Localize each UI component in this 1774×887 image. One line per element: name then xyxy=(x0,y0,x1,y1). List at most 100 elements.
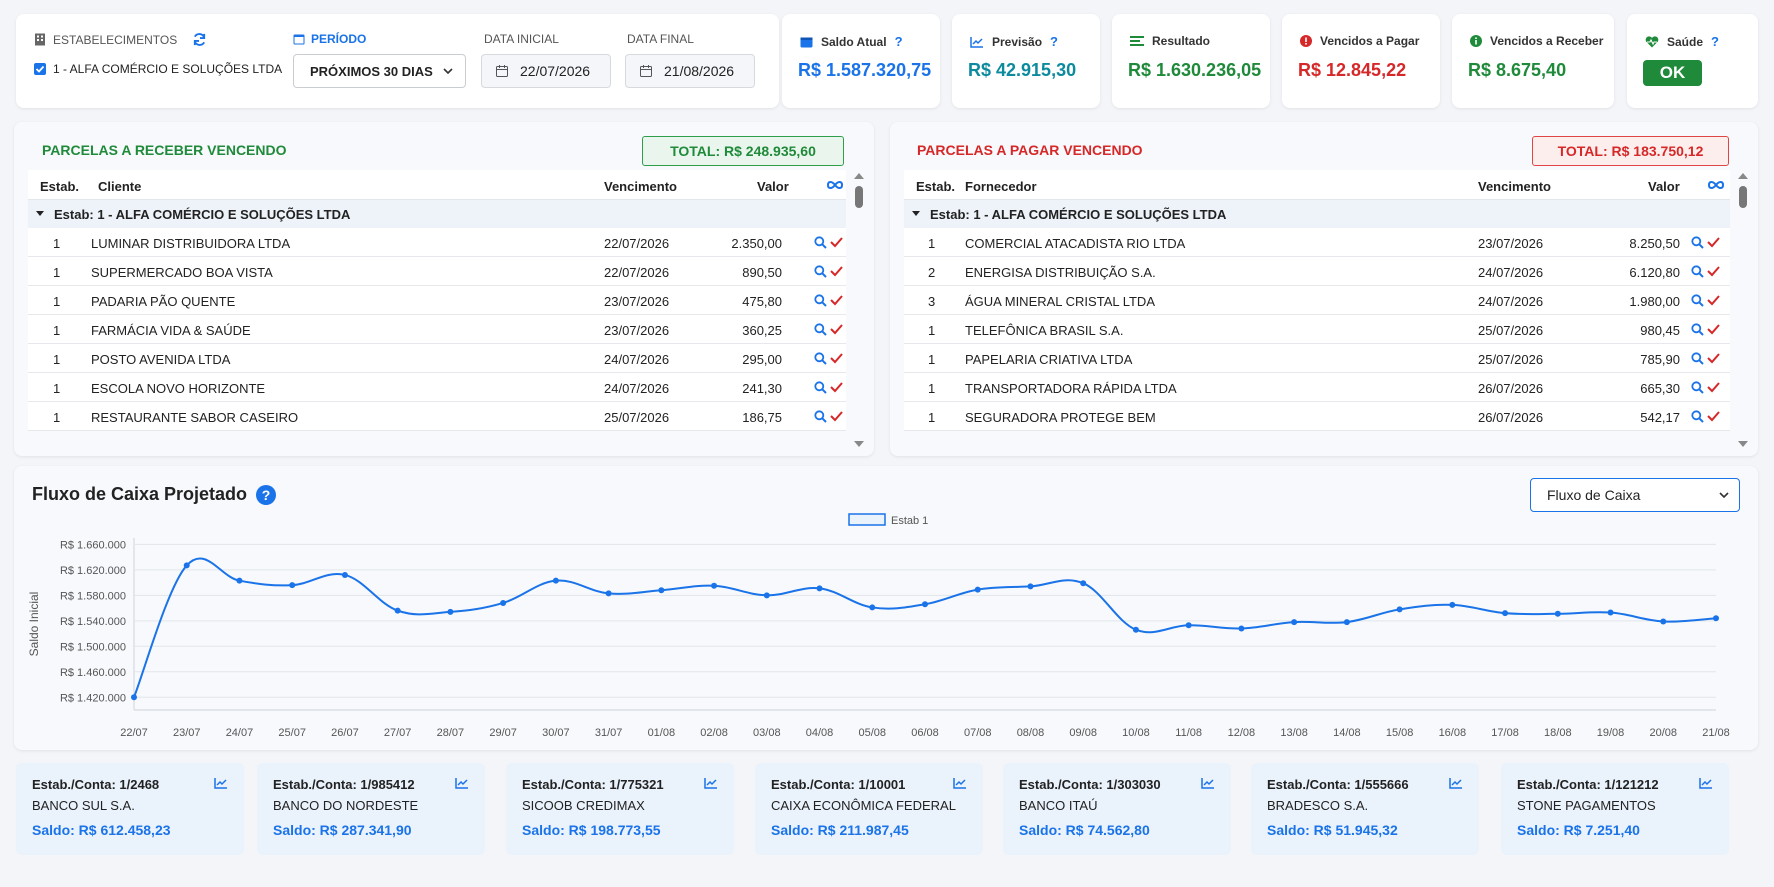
account-card[interactable]: Estab./Conta: 1/10001 CAIXA ECONÔMICA FE… xyxy=(755,763,983,855)
scroll-up-icon[interactable] xyxy=(1738,172,1748,180)
estab-checkbox[interactable] xyxy=(34,63,46,75)
table-row[interactable]: 2 ENERGISA DISTRIBUIÇÃO S.A. 24/07/2026 … xyxy=(904,257,1730,286)
kpi-title-text: Saldo Atual xyxy=(821,34,887,49)
search-icon[interactable] xyxy=(814,265,827,278)
table-row[interactable]: 1 SEGURADORA PROTEGE BEM 26/07/2026 542,… xyxy=(904,402,1730,431)
y-tick-label: R$ 1.620.000 xyxy=(60,565,126,577)
chart-line-icon[interactable] xyxy=(1699,777,1713,789)
data-point xyxy=(1396,606,1403,613)
fluxo-select[interactable]: Fluxo de Caixa xyxy=(1530,478,1740,512)
data-point xyxy=(1080,580,1087,587)
help-icon[interactable]: ? xyxy=(894,34,903,49)
search-icon[interactable] xyxy=(1691,265,1704,278)
scroll-down-icon[interactable] xyxy=(1738,440,1748,448)
check-icon[interactable] xyxy=(1707,265,1720,277)
cell-vencimento: 24/07/2026 xyxy=(604,381,670,396)
data-point xyxy=(552,577,559,584)
chart-line-icon[interactable] xyxy=(953,777,967,789)
search-icon[interactable] xyxy=(814,410,827,423)
scroll-up-icon[interactable] xyxy=(854,172,864,180)
data-point xyxy=(1554,610,1561,617)
account-bank: STONE PAGAMENTOS xyxy=(1517,798,1656,813)
table-row[interactable]: 1 POSTO AVENIDA LTDA 24/07/2026 295,00 xyxy=(28,344,846,373)
table-row[interactable]: 1 TRANSPORTADORA RÁPIDA LTDA 26/07/2026 … xyxy=(904,373,1730,402)
table-row[interactable]: 3 ÁGUA MINERAL CRISTAL LTDA 24/07/2026 1… xyxy=(904,286,1730,315)
scroll-down-icon[interactable] xyxy=(854,440,864,448)
check-icon[interactable] xyxy=(830,323,843,335)
account-bank: BANCO ITAÚ xyxy=(1019,798,1098,813)
search-icon[interactable] xyxy=(1691,294,1704,307)
search-icon[interactable] xyxy=(814,381,827,394)
col-estab[interactable]: Estab. xyxy=(916,179,956,194)
help-circle-icon[interactable]: ? xyxy=(256,484,277,505)
col-cliente[interactable]: Cliente xyxy=(98,179,142,194)
account-card[interactable]: Estab./Conta: 1/775321 SICOOB CREDIMAX S… xyxy=(506,763,734,855)
kpi-title: Resultado xyxy=(1130,34,1210,48)
scrollbar[interactable] xyxy=(1738,172,1748,448)
table-row[interactable]: 1 LUMINAR DISTRIBUIDORA LTDA 22/07/2026 … xyxy=(28,228,846,257)
chart-line-icon[interactable] xyxy=(704,777,718,789)
table-row[interactable]: 1 SUPERMERCADO BOA VISTA 22/07/2026 890,… xyxy=(28,257,846,286)
search-icon[interactable] xyxy=(814,294,827,307)
table-row[interactable]: 1 PAPELARIA CRIATIVA LTDA 25/07/2026 785… xyxy=(904,344,1730,373)
account-card[interactable]: Estab./Conta: 1/555666 BRADESCO S.A. Sal… xyxy=(1251,763,1479,855)
check-icon[interactable] xyxy=(1707,236,1720,248)
check-icon[interactable] xyxy=(1707,323,1720,335)
check-icon[interactable] xyxy=(1707,294,1720,306)
x-tick-label: 18/08 xyxy=(1544,727,1572,739)
col-estab[interactable]: Estab. xyxy=(40,179,80,194)
account-card[interactable]: Estab./Conta: 1/2468 BANCO SUL S.A. Sald… xyxy=(16,763,244,855)
data-final-input[interactable]: 21/08/2026 xyxy=(625,54,755,88)
account-card[interactable]: Estab./Conta: 1/121212 STONE PAGAMENTOS … xyxy=(1501,763,1729,855)
refresh-icon[interactable] xyxy=(192,32,207,47)
check-icon[interactable] xyxy=(830,294,843,306)
check-icon[interactable] xyxy=(1707,410,1720,422)
table-row[interactable]: 1 ESCOLA NOVO HORIZONTE 24/07/2026 241,3… xyxy=(28,373,846,402)
check-icon[interactable] xyxy=(830,352,843,364)
check-icon[interactable] xyxy=(830,381,843,393)
search-icon[interactable] xyxy=(1691,381,1704,394)
table-row[interactable]: 1 COMERCIAL ATACADISTA RIO LTDA 23/07/20… xyxy=(904,228,1730,257)
group-row[interactable]: Estab: 1 - ALFA COMÉRCIO E SOLUÇÕES LTDA xyxy=(904,200,1730,228)
infinity-icon[interactable] xyxy=(1707,180,1725,190)
periodo-select[interactable]: PRÓXIMOS 30 DIAS xyxy=(293,54,466,88)
data-final-label: DATA FINAL xyxy=(627,32,694,46)
search-icon[interactable] xyxy=(1691,323,1704,336)
search-icon[interactable] xyxy=(814,236,827,249)
account-card[interactable]: Estab./Conta: 1/303030 BANCO ITAÚ Saldo:… xyxy=(1003,763,1231,855)
chart-line-icon[interactable] xyxy=(214,777,228,789)
col-valor[interactable]: Valor xyxy=(1648,179,1680,194)
table-row[interactable]: 1 RESTAURANTE SABOR CASEIRO 25/07/2026 1… xyxy=(28,402,846,431)
scrollbar-thumb[interactable] xyxy=(1739,186,1747,208)
check-icon[interactable] xyxy=(830,236,843,248)
search-icon[interactable] xyxy=(814,352,827,365)
col-vencimento[interactable]: Vencimento xyxy=(1478,179,1551,194)
account-card[interactable]: Estab./Conta: 1/985412 BANCO DO NORDESTE… xyxy=(257,763,485,855)
scrollbar[interactable] xyxy=(854,172,864,448)
search-icon[interactable] xyxy=(814,323,827,336)
chart-line-icon[interactable] xyxy=(1449,777,1463,789)
col-valor[interactable]: Valor xyxy=(757,179,789,194)
col-fornecedor[interactable]: Fornecedor xyxy=(965,179,1037,194)
search-icon[interactable] xyxy=(1691,236,1704,249)
chart-line-icon[interactable] xyxy=(1201,777,1215,789)
check-icon[interactable] xyxy=(1707,352,1720,364)
col-vencimento[interactable]: Vencimento xyxy=(604,179,677,194)
table-row[interactable]: 1 TELEFÔNICA BRASIL S.A. 25/07/2026 980,… xyxy=(904,315,1730,344)
table-row[interactable]: 1 FARMÁCIA VIDA & SAÚDE 23/07/2026 360,2… xyxy=(28,315,846,344)
data-point xyxy=(1660,618,1667,625)
search-icon[interactable] xyxy=(1691,352,1704,365)
check-icon[interactable] xyxy=(830,410,843,422)
estab-option[interactable]: 1 - ALFA COMÉRCIO E SOLUÇÕES LTDA xyxy=(34,62,282,76)
search-icon[interactable] xyxy=(1691,410,1704,423)
infinity-icon[interactable] xyxy=(826,180,844,190)
data-inicial-input[interactable]: 22/07/2026 xyxy=(481,54,611,88)
scrollbar-thumb[interactable] xyxy=(855,186,863,208)
group-row[interactable]: Estab: 1 - ALFA COMÉRCIO E SOLUÇÕES LTDA xyxy=(28,200,846,228)
check-icon[interactable] xyxy=(1707,381,1720,393)
table-row[interactable]: 1 PADARIA PÃO QUENTE 23/07/2026 475,80 xyxy=(28,286,846,315)
check-icon[interactable] xyxy=(830,265,843,277)
help-icon[interactable]: ? xyxy=(1050,34,1058,49)
help-icon[interactable]: ? xyxy=(1711,34,1719,49)
chart-line-icon[interactable] xyxy=(455,777,469,789)
